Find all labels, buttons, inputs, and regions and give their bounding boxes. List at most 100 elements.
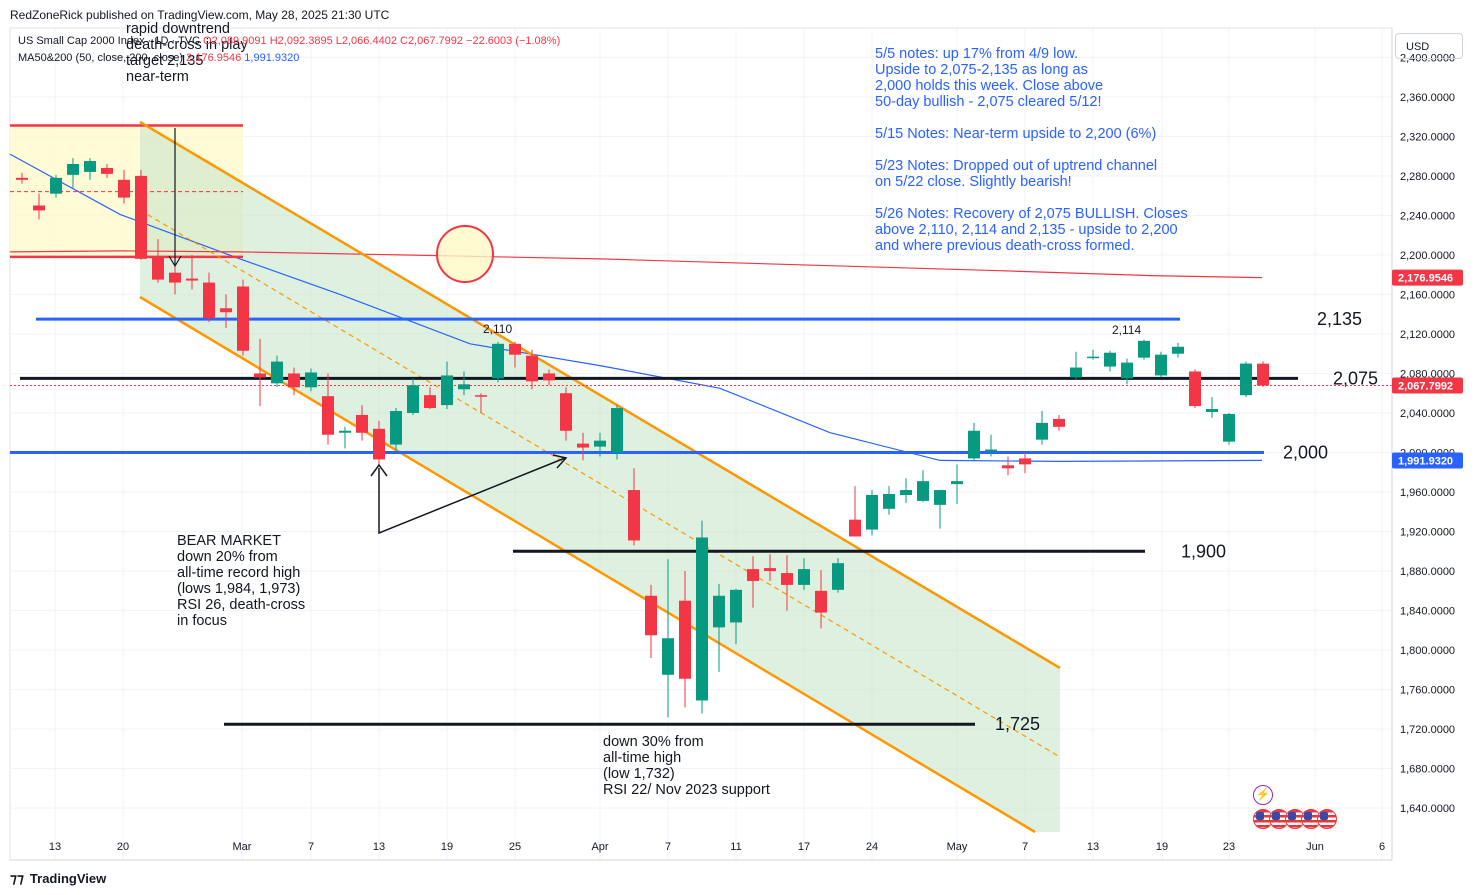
candle <box>1087 349 1099 360</box>
candle-body <box>577 443 589 448</box>
price-tag-bg <box>1392 377 1463 394</box>
candle <box>679 571 691 708</box>
candle-body <box>713 595 725 628</box>
candle <box>628 468 640 546</box>
candle <box>713 583 725 672</box>
publish-info: RedZoneRick published on TradingView.com… <box>10 8 390 22</box>
candle <box>237 279 249 356</box>
candle-body <box>1206 409 1218 412</box>
price-tag: 2,176.9546 <box>1392 269 1463 286</box>
candle <box>101 164 113 178</box>
price-tag: 2,067.7992 <box>1392 377 1463 394</box>
tradingview-logo-icon: ⁊⁊ <box>10 870 24 886</box>
candle-body <box>237 286 249 351</box>
level-label: 1,900 <box>1181 541 1226 561</box>
y-tick-label: 1,960.0000 <box>1400 487 1455 499</box>
y-tick-label: 2,120.0000 <box>1400 329 1455 341</box>
note-line <box>875 190 1188 206</box>
candle-body <box>50 177 62 194</box>
x-tick-label: 13 <box>49 841 61 853</box>
candle-body <box>985 449 997 452</box>
candle-body <box>356 414 368 433</box>
candle-body <box>526 355 538 382</box>
candle-body <box>305 372 317 388</box>
candle-body <box>288 373 300 388</box>
annotation-text: rapid downtrend <box>126 21 230 37</box>
candle-body <box>849 519 861 537</box>
x-tick-label: 17 <box>798 841 810 853</box>
candle <box>1121 358 1133 385</box>
candle <box>186 254 198 290</box>
candle-body <box>390 411 402 445</box>
candle <box>1036 411 1048 445</box>
candle <box>441 361 453 410</box>
candle <box>798 558 810 590</box>
legend-symbol-row: US Small Cap 2000 Index · 1D · TVC O2,08… <box>18 35 560 47</box>
candle <box>305 368 317 392</box>
price-tag-bg <box>1392 452 1463 469</box>
level-label: 2,000 <box>1283 443 1328 463</box>
candle-body <box>339 430 351 433</box>
candle <box>322 373 334 445</box>
annotation-text: RSI 22/ Nov 2023 support <box>603 782 770 798</box>
candle-body <box>152 256 164 280</box>
level-label: 1,725 <box>995 714 1040 734</box>
candle <box>50 174 62 198</box>
ma50-line <box>9 153 1263 463</box>
y-tick-label: 1,840.0000 <box>1400 606 1455 618</box>
candle-body <box>169 272 181 283</box>
candle-body <box>186 278 198 281</box>
candle <box>16 172 28 184</box>
annotation-text: RSI 26, death-cross <box>177 597 305 613</box>
candle <box>1104 350 1116 372</box>
candle-body <box>322 396 334 435</box>
candle <box>1070 351 1082 380</box>
peak-label: 2,110 <box>483 322 512 336</box>
x-tick-label: 24 <box>866 841 878 853</box>
us-flag-icon[interactable] <box>1317 809 1337 829</box>
candle-body <box>16 177 28 180</box>
candle <box>611 405 623 460</box>
channel-upper-line <box>139 120 1061 670</box>
candle-body <box>271 361 283 384</box>
legend-ma50-value: 1,991.9320 <box>244 52 300 64</box>
currency-selector[interactable]: USD <box>1395 33 1463 59</box>
candle <box>968 422 980 462</box>
y-tick-label: 1,920.0000 <box>1400 527 1455 539</box>
candle <box>985 434 997 457</box>
note-line: 5/5 notes: up 17% from 4/9 low. <box>875 46 1079 62</box>
candle-body <box>220 308 232 313</box>
candle <box>84 158 96 180</box>
candle <box>543 369 555 386</box>
channel-fill <box>140 122 1060 832</box>
candle-body <box>509 343 521 355</box>
candle-body <box>1053 418 1065 427</box>
y-tick-label: 2,040.0000 <box>1400 408 1455 420</box>
target-arrowhead <box>168 255 182 268</box>
x-tick-label: 7 <box>665 841 671 853</box>
candle <box>747 556 759 608</box>
footer-brand: TradingView <box>29 871 107 886</box>
candle <box>849 486 861 537</box>
x-tick-label: 7 <box>308 841 314 853</box>
annotation-text: all-time high <box>603 750 681 766</box>
candle <box>560 387 572 441</box>
candle <box>577 432 589 461</box>
candle <box>288 367 300 396</box>
lightning-icon[interactable]: ⚡ <box>1253 785 1273 805</box>
candle-body <box>1189 371 1201 407</box>
annotation-text: all-time record high <box>177 565 300 581</box>
candle-body <box>628 490 640 541</box>
y-tick-label: 2,240.0000 <box>1400 210 1455 222</box>
x-tick-label: Apr <box>591 841 608 853</box>
candle-body <box>883 493 895 509</box>
y-tick-label: 2,280.0000 <box>1400 171 1455 183</box>
event-flags[interactable] <box>1253 809 1337 829</box>
note-line: Upside to 2,075-2,135 as long as <box>875 62 1088 78</box>
y-tick-label: 2,200.0000 <box>1400 250 1455 262</box>
price-tag-bg <box>1392 269 1463 286</box>
candle-body <box>832 563 844 590</box>
candle <box>1257 361 1269 387</box>
candle <box>1155 351 1167 378</box>
